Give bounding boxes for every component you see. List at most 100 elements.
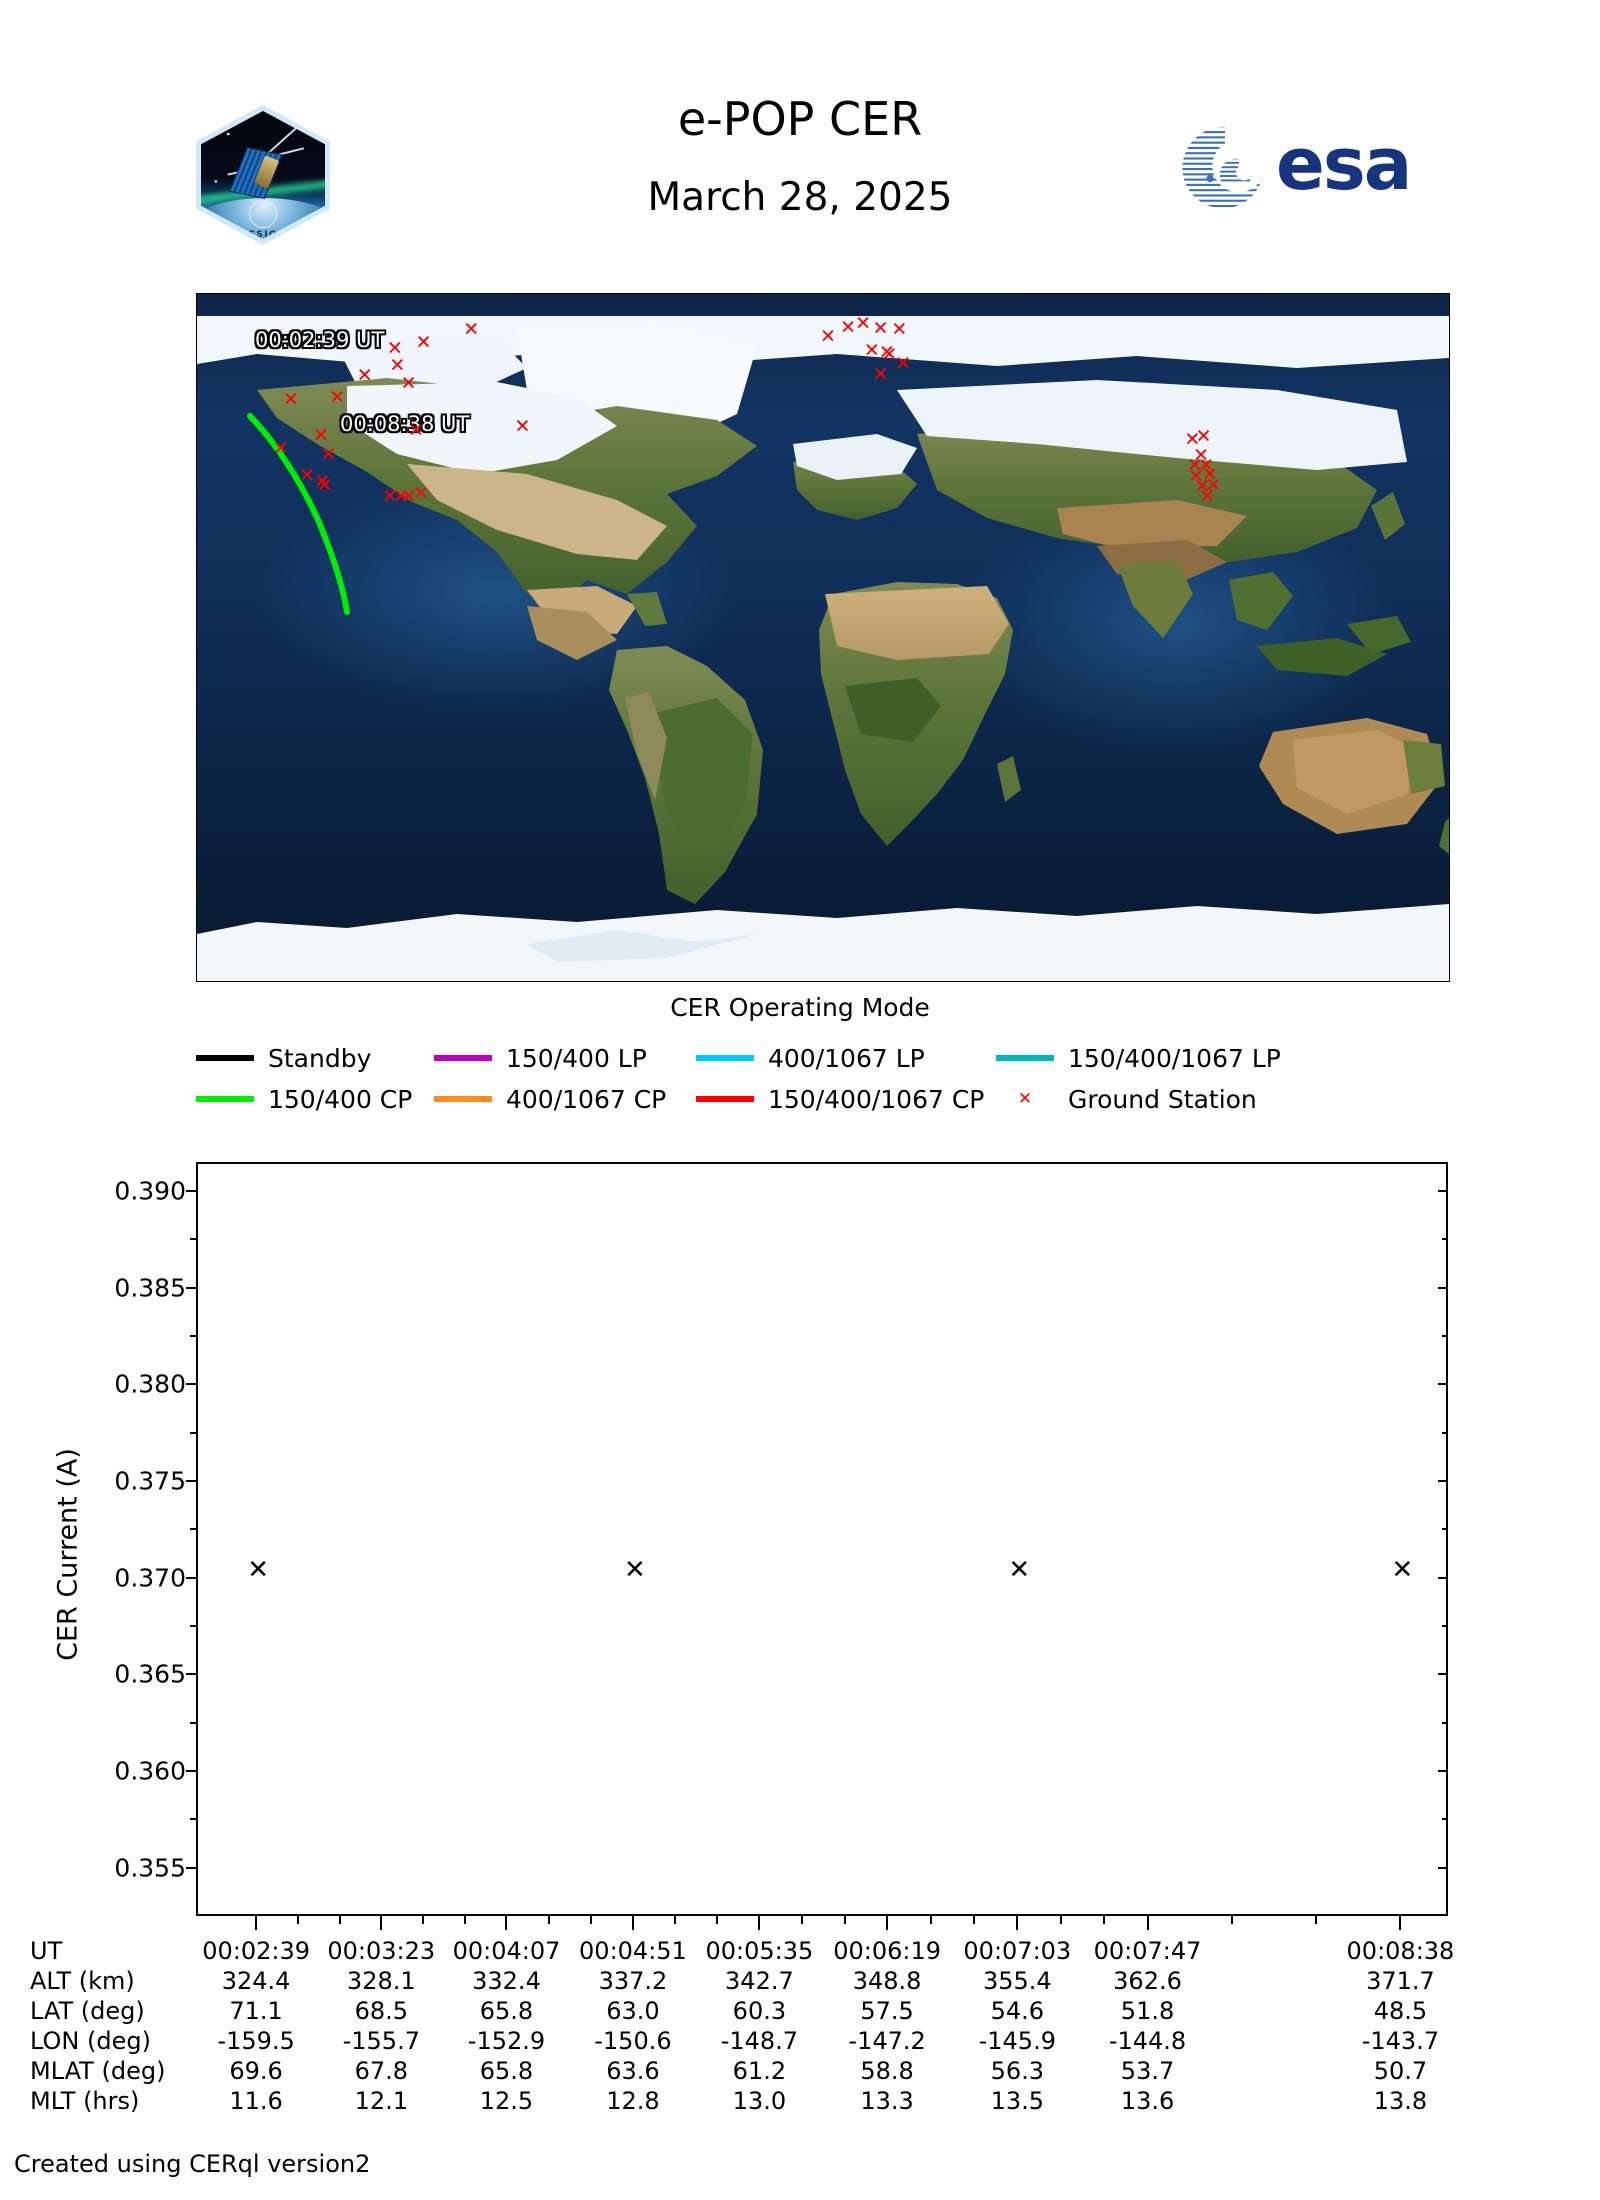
table-row: MLAT (deg) 69.6 67.8 65.8 63.6 61.2 58.8 56.3 53… — [0, 2056, 1600, 2086]
ground-station-marker: ✕ — [389, 354, 406, 377]
table-cell: -155.7 — [342, 2027, 420, 2055]
x-axis-tick — [1016, 1916, 1019, 1930]
legend-item-150-400-1067-cp: 150/400/1067 CP — [696, 1081, 984, 1117]
table-cell: 324.4 — [221, 1967, 291, 1995]
legend-label: Standby — [268, 1043, 372, 1073]
x-axis-tick — [886, 1916, 889, 1930]
x-axis-minor-tick — [716, 1916, 719, 1924]
table-cell: 00:08:38 — [1346, 1937, 1455, 1965]
data-point-marker: ✕ — [624, 1555, 646, 1585]
x-axis-minor-tick — [1315, 1916, 1318, 1924]
x-axis-minor-tick — [589, 1916, 592, 1924]
ground-station-marker: ✕ — [878, 341, 895, 364]
table-cell: -143.7 — [1361, 2027, 1440, 2055]
table-cell: 57.5 — [860, 1997, 914, 2025]
track-start-time-label: 00:02:39 UT — [255, 328, 385, 352]
legend-color-swatch — [434, 1055, 492, 1061]
x-axis-minor-tick — [1059, 1916, 1062, 1924]
table-row-label: MLAT (deg) — [30, 2057, 166, 2085]
legend-color-swatch — [696, 1055, 754, 1061]
map-caption: CER Operating Mode — [670, 993, 930, 1022]
page-subtitle-date: March 28, 2025 — [647, 175, 953, 220]
page-title: e-POP CER — [677, 92, 923, 146]
cassiope-mission-patch-icon: CASSIOPE — [196, 105, 330, 245]
table-cell: -150.6 — [594, 2027, 672, 2055]
table-cell: 67.8 — [354, 2057, 408, 2085]
x-axis-minor-tick — [800, 1916, 803, 1924]
table-cell: -159.5 — [217, 2027, 295, 2055]
x-axis-minor-tick — [972, 1916, 975, 1924]
y-axis-minor-tick — [190, 1431, 196, 1434]
table-cell: 355.4 — [982, 1967, 1052, 1995]
ground-station-marker: ✕ — [863, 339, 880, 362]
ground-station-marker: ✕ — [872, 363, 889, 386]
table-cell: 60.3 — [732, 1997, 787, 2025]
y-axis-tick — [186, 1866, 196, 1869]
ground-station-marker: ✕ — [820, 325, 836, 348]
y-axis-minor-tick — [1442, 1238, 1448, 1241]
ground-station-marker: ✕ — [1201, 463, 1218, 486]
y-axis-minor-tick — [1442, 1335, 1448, 1337]
legend-item-150-400-cp: 150/400 CP — [196, 1081, 412, 1117]
ground-station-marker: ✕ — [386, 337, 403, 360]
ground-station-marker: ✕ — [272, 437, 289, 460]
legend-label: 150/400 LP — [506, 1043, 647, 1073]
ground-station-marker: ✕ — [1184, 428, 1201, 451]
table-row: MLT (hrs) 11.6 12.1 12.5 12.8 13.0 13.3 13.5 13.… — [0, 2086, 1600, 2116]
table-cell: 11.6 — [229, 2087, 283, 2115]
x-axis-minor-tick — [1230, 1916, 1233, 1924]
data-point-marker: ✕ — [1391, 1555, 1414, 1585]
legend-row: Standby 150/400 LP 400/1067 LP 150/400/1067… — [196, 1040, 1448, 1076]
track-end-time-label: 00:08:38 UT — [340, 412, 470, 436]
ground-station-marker: ✕ — [316, 474, 333, 497]
legend-item-standby: Standby — [196, 1040, 371, 1076]
table-cell: 371.7 — [1366, 1967, 1435, 1995]
x-axis-minor-tick — [463, 1916, 466, 1924]
ground-station-marker: ✕ — [329, 386, 346, 409]
table-row-label: LAT (deg) — [30, 1997, 145, 2025]
table-cell: 63.0 — [606, 1997, 660, 2025]
x-axis-tick — [255, 1916, 258, 1930]
y-axis-tick-label: 0.370 — [114, 1563, 186, 1593]
table-cell: 00:04:51 — [579, 1937, 687, 1965]
y-axis-tick — [1438, 1286, 1448, 1289]
legend-item-ground-station: ✕ Ground Station — [996, 1081, 1257, 1117]
footer-credit: Created using CERql version2 — [14, 2150, 371, 2178]
y-axis-minor-tick — [190, 1335, 196, 1337]
table-cell: 48.5 — [1373, 1997, 1428, 2025]
x-axis-tick — [1146, 1916, 1149, 1930]
y-axis-minor-tick — [190, 1625, 196, 1627]
world-map[interactable]: 00:02:39 UT 00:08:38 UT ✕ ✕ ✕ ✕ ✕ ✕ ✕ ✕ ✕ ✕ ✕ ✕ ✕ ✕ ✕ ✕… — [196, 293, 1450, 982]
x-axis-minor-tick — [929, 1916, 932, 1924]
table-cell: 69.6 — [229, 2057, 283, 2085]
x-axis-tick — [505, 1916, 508, 1930]
y-axis-tick-label: 0.390 — [114, 1176, 186, 1206]
y-axis-tick — [186, 1286, 196, 1289]
y-axis-minor-tick — [1442, 1721, 1448, 1724]
x-axis-minor-tick — [1103, 1916, 1106, 1924]
y-axis-tick — [186, 1673, 196, 1676]
ground-station-marker: ✕ — [1193, 444, 1210, 467]
y-axis-tick — [186, 1576, 196, 1579]
table-cell: 58.8 — [860, 2057, 914, 2085]
legend-item-150-400-1067-lp: 150/400/1067 LP — [996, 1040, 1281, 1076]
table-cell: 61.2 — [732, 2057, 787, 2085]
cer-current-plot[interactable]: ✕ ✕ ✕ ✕ — [196, 1162, 1448, 1916]
x-axis-minor-tick — [422, 1916, 425, 1924]
ground-station-marker: ✕ — [840, 316, 856, 339]
ground-station-marker: ✕ — [393, 485, 410, 508]
ground-station-marker: ✕ — [1198, 454, 1215, 477]
table-cell: 337.2 — [598, 1967, 668, 1995]
ground-station-marker: ✕ — [299, 464, 316, 487]
legend-label: 400/1067 CP — [506, 1084, 667, 1114]
y-axis-minor-tick — [190, 1818, 196, 1821]
legend-row: 150/400 CP 400/1067 CP 150/400/1067 CP ✕ Gro… — [196, 1081, 1448, 1117]
table-cell: 65.8 — [479, 1997, 534, 2025]
x-axis-tick — [758, 1916, 761, 1930]
x-axis-tick — [631, 1916, 634, 1930]
blue-marble-basemap — [197, 294, 1449, 981]
legend-label: 400/1067 LP — [768, 1043, 925, 1073]
y-axis-minor-tick — [190, 1721, 196, 1724]
legend-ground-station-icon: ✕ — [1017, 1089, 1033, 1109]
ground-station-marker: ✕ — [415, 331, 432, 354]
